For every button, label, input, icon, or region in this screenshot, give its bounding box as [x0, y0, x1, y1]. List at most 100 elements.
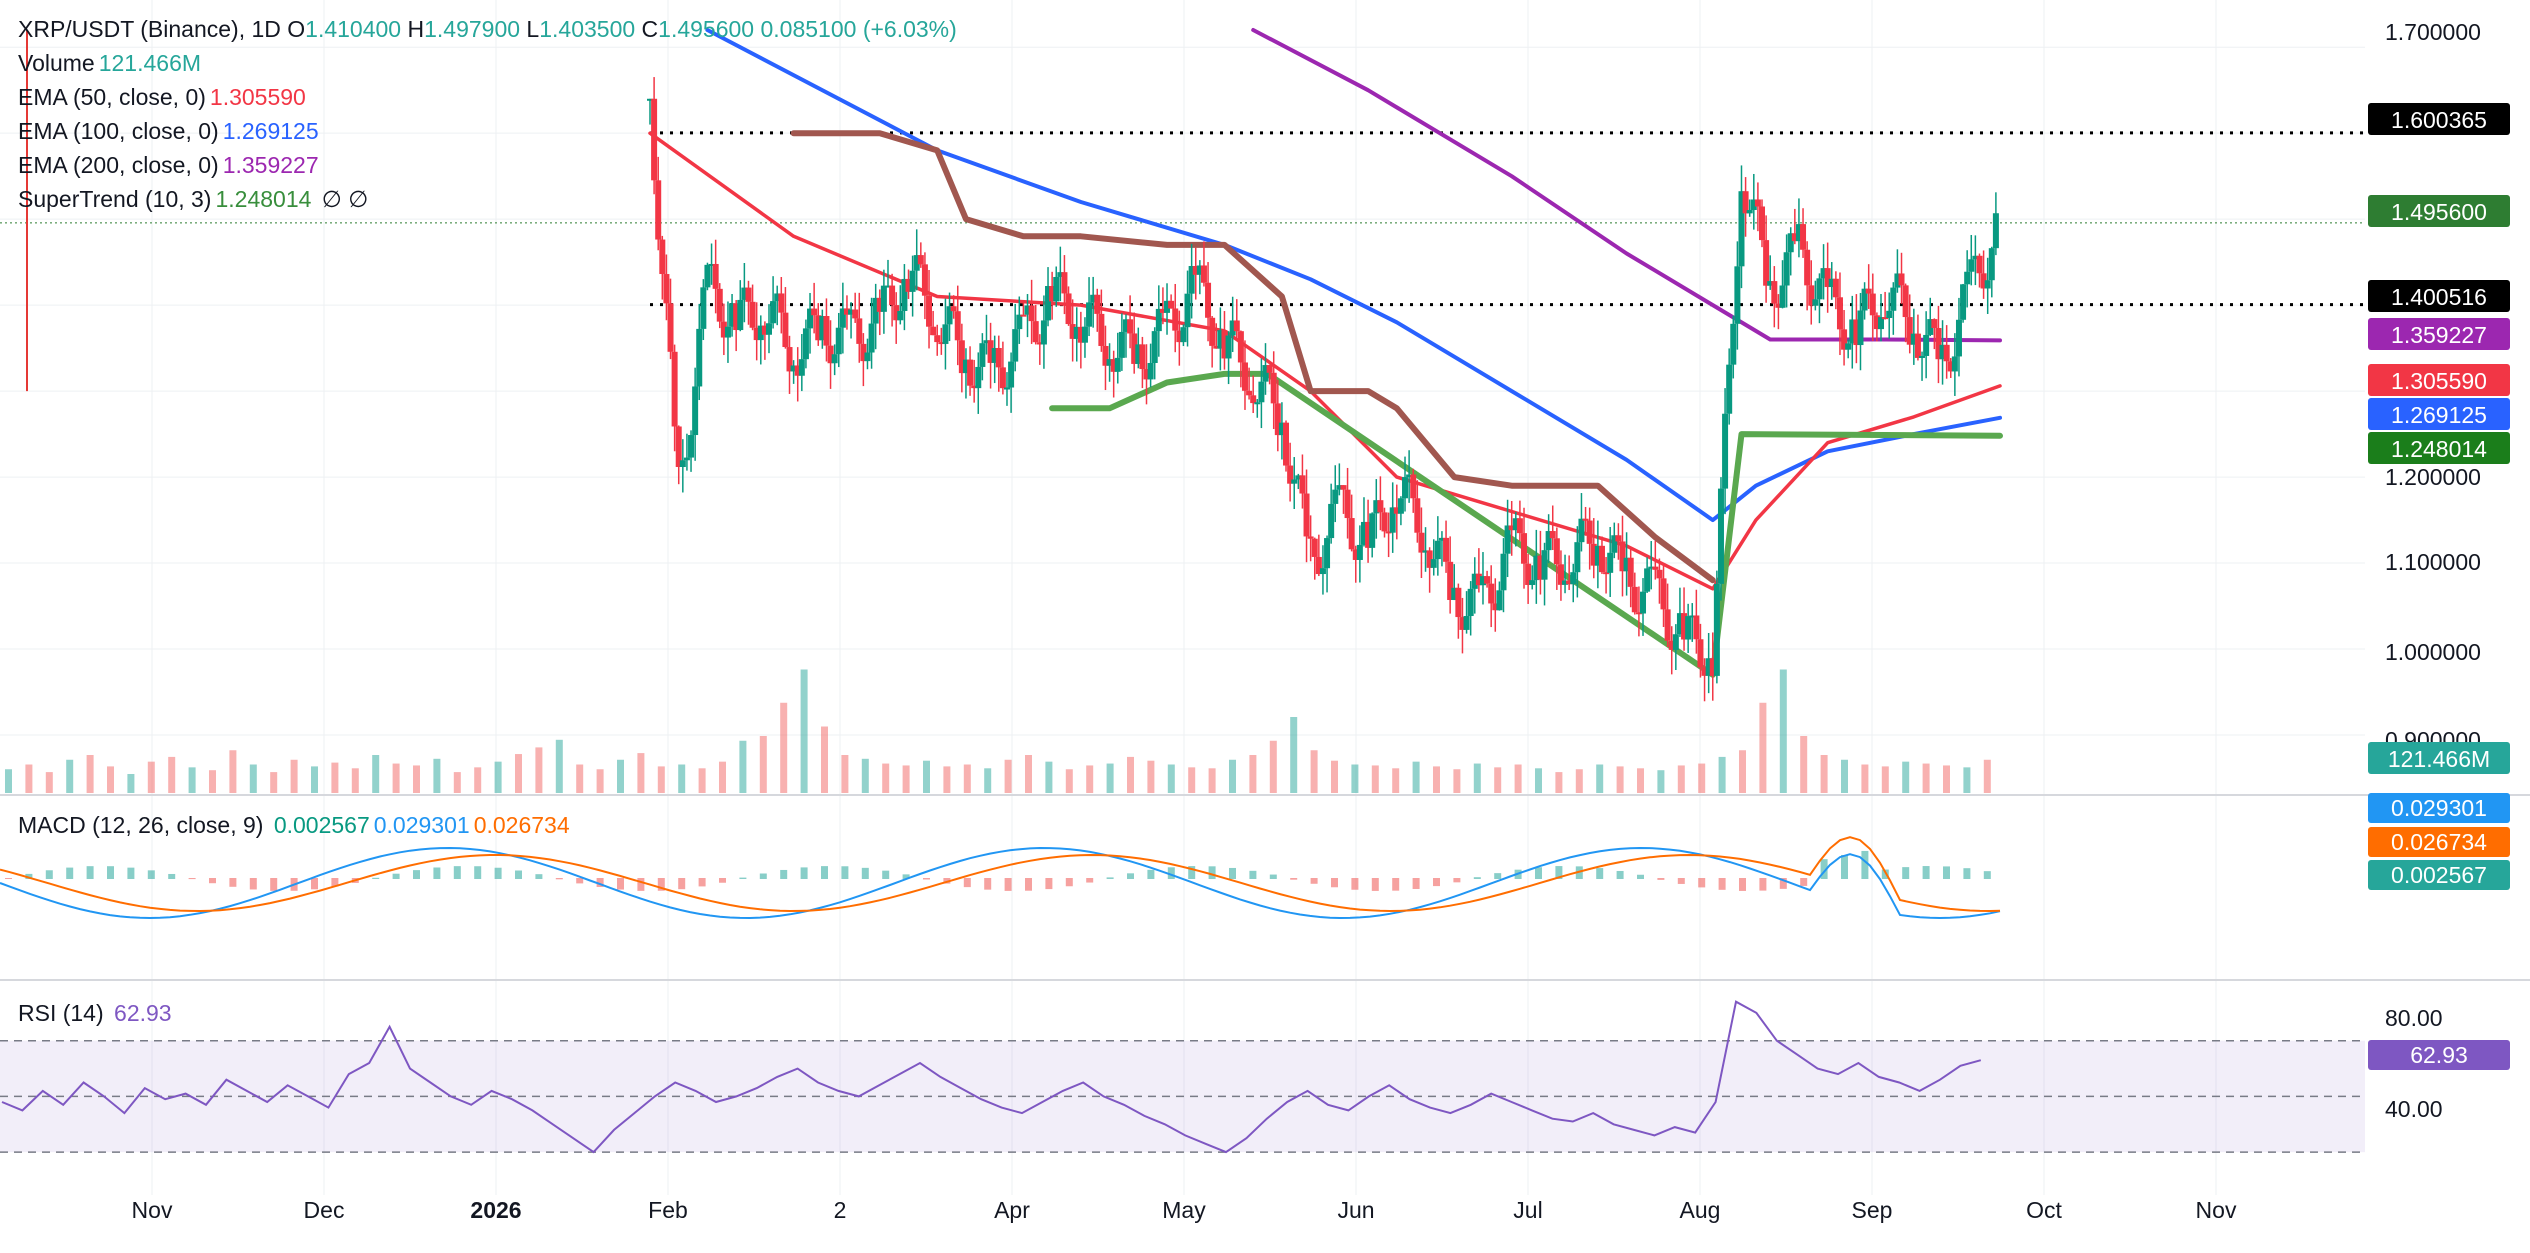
- volume-bar: [637, 753, 645, 793]
- candle-body: [1434, 540, 1441, 560]
- candle-body: [1611, 535, 1618, 553]
- candle-body: [1607, 552, 1614, 573]
- volume-bar: [1351, 764, 1359, 793]
- volume-bar: [1535, 768, 1542, 793]
- candle-body: [753, 327, 760, 341]
- candle-body: [1438, 537, 1445, 541]
- candle-body: [1114, 357, 1121, 372]
- candle-body: [823, 315, 830, 346]
- candle-body: [1274, 403, 1281, 436]
- candle-body: [1812, 299, 1819, 306]
- candle-body: [1307, 536, 1314, 539]
- price-tick-label: 1.200000: [2385, 464, 2481, 490]
- legend-label: EMA (50, close, 0): [18, 84, 206, 110]
- candle-body: [1348, 518, 1355, 550]
- candle-body: [688, 435, 695, 458]
- volume-bar: [1555, 772, 1563, 793]
- volume-bar: [617, 759, 624, 793]
- candle-body: [1225, 335, 1232, 359]
- candle-body: [1841, 329, 1848, 350]
- candle-body: [1574, 542, 1581, 573]
- volume-bar: [1412, 761, 1420, 793]
- candle-body: [860, 343, 867, 362]
- candle-body: [1003, 387, 1010, 390]
- x-axis: Nov Dec 2026 Feb 2 Apr May Jun Jul Aug Sep Oct Nov: [132, 1197, 2237, 1223]
- candle-body: [1098, 313, 1105, 346]
- macd-histogram-bar: [902, 874, 910, 879]
- volume-bar: [1106, 763, 1114, 793]
- macd-tag: [2368, 860, 2510, 890]
- volume-bar: [1453, 769, 1461, 793]
- macd-histogram-bar: [1800, 878, 1808, 886]
- change-value: 0.085100 (+6.03%): [760, 16, 957, 42]
- candle-body: [1988, 248, 1995, 281]
- macd-histogram-bar: [984, 878, 992, 890]
- candle-body: [987, 340, 994, 363]
- candle-body: [1069, 324, 1076, 339]
- candle-body: [1012, 329, 1019, 362]
- volume-bar: [45, 772, 53, 793]
- candle-body: [1250, 395, 1257, 404]
- candle-body: [1853, 319, 1860, 346]
- candle-body: [1122, 319, 1129, 332]
- volume-bar: [1147, 760, 1155, 793]
- candle-body: [1541, 550, 1548, 580]
- candle-body: [1475, 573, 1482, 586]
- candle-body: [692, 386, 699, 436]
- macd-histogram-bar: [1127, 873, 1134, 879]
- rsi-tag-label: 62.93: [2410, 1042, 2468, 1068]
- candle-body: [979, 343, 986, 367]
- macd-histogram-bar: [453, 866, 461, 879]
- volume-bar: [1677, 765, 1685, 793]
- candle-body: [843, 308, 850, 315]
- candle-body: [774, 293, 781, 302]
- macd-histogram-bar: [1473, 877, 1481, 879]
- candle-body: [880, 285, 887, 312]
- candle-body: [663, 274, 670, 304]
- volume-bar: [453, 772, 461, 793]
- candle-body: [1779, 285, 1786, 308]
- candle-body: [1923, 334, 1930, 356]
- rsi-tick-label: 80.00: [2385, 1005, 2443, 1031]
- price-tick-label: 1.700000: [2385, 19, 2481, 45]
- volume-bar: [1983, 759, 1991, 793]
- price-tag-label: 1.600365: [2391, 107, 2487, 133]
- candle-body: [757, 325, 764, 341]
- candle-body: [1512, 518, 1519, 531]
- x-tick-label: Aug: [1680, 1197, 1721, 1223]
- macd-signal-line: [0, 836, 2001, 913]
- candle-body: [1992, 213, 1999, 249]
- candle-body: [679, 460, 686, 468]
- volume-bar: [1616, 766, 1624, 793]
- legend-label: EMA (200, close, 0): [18, 152, 219, 178]
- macd-histogram-bar: [209, 878, 216, 884]
- volume-bar: [923, 760, 930, 793]
- ohlc-c: C1.495600: [635, 16, 755, 42]
- candle-body: [786, 347, 793, 372]
- candle-body: [1681, 613, 1688, 640]
- candle-body: [1717, 488, 1724, 584]
- legend-item: EMA (200, close, 0) 1.359227: [18, 152, 319, 179]
- macd-pane: [0, 836, 2001, 920]
- volume-bar: [474, 767, 482, 793]
- macd-histogram-bar: [1881, 869, 1889, 879]
- legend-label: Volume: [18, 50, 95, 76]
- ohlc-values: O1.410400 H1.497900 L1.403500 C1.495600: [287, 16, 754, 42]
- volume-bar: [882, 763, 890, 793]
- volume-bar: [1800, 736, 1808, 793]
- candle-body: [1479, 576, 1486, 586]
- candle-body: [1467, 588, 1474, 617]
- candle-body: [1582, 518, 1589, 521]
- x-tick-label: Nov: [132, 1197, 173, 1223]
- candle-body: [1151, 331, 1158, 363]
- macd-tag-label: 0.002567: [2391, 862, 2487, 888]
- candle-body: [1110, 359, 1117, 372]
- candle-body: [971, 385, 978, 389]
- candle-body: [1968, 259, 1975, 272]
- candle-body: [1849, 319, 1856, 344]
- price-tag-label: 1.400516: [2391, 284, 2487, 310]
- volume-bar: [1922, 763, 1930, 793]
- supertrend-down-line: [790, 130, 1716, 584]
- macd-histogram-bar: [1718, 878, 1726, 890]
